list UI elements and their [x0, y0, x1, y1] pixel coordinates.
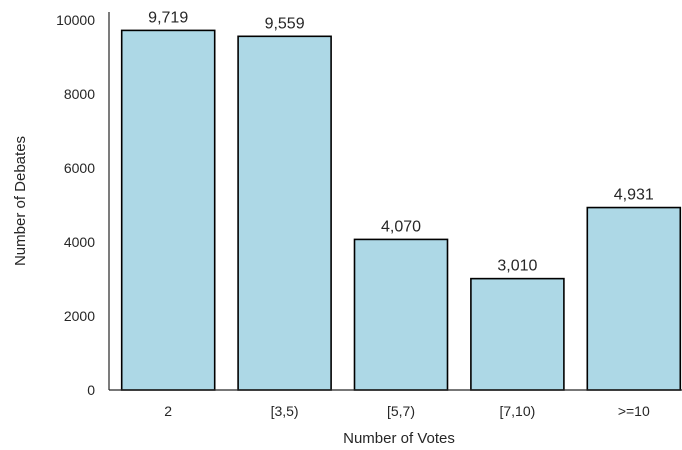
plot-area: [120, 29, 682, 391]
bar-0: [120, 29, 216, 391]
bar-value-label: 9,719: [148, 9, 188, 26]
y-tick-label: 4000: [64, 234, 95, 250]
x-tick-label: [3,5): [271, 403, 299, 419]
bar-1: [237, 35, 332, 391]
y-tick-labels: 0 2000 4000 6000 8000 10000: [56, 12, 95, 398]
y-tick-label: 6000: [64, 160, 95, 176]
y-tick-label: 0: [87, 382, 95, 398]
x-axis-label: Number of Votes: [343, 430, 455, 447]
bar-value-label: 9,559: [265, 15, 305, 32]
x-tick-label: [7,10): [499, 403, 535, 419]
x-tick-label: 2: [164, 403, 172, 419]
bar-value-label: 4,931: [614, 187, 654, 204]
x-tick-label: >=10: [618, 403, 650, 419]
bar-2: [353, 238, 449, 391]
bar-4: [586, 206, 682, 391]
y-tick-label: 8000: [64, 86, 95, 102]
y-axis-label: Number of Debates: [12, 136, 29, 266]
bar-value-labels: 9,719 9,559 4,070 3,010 4,931: [148, 9, 654, 274]
bar-3: [470, 277, 565, 391]
y-tick-label: 10000: [56, 12, 95, 28]
bar-value-label: 3,010: [497, 258, 537, 275]
y-tick-label: 2000: [64, 308, 95, 324]
x-tick-label: [5,7): [387, 403, 415, 419]
bar-value-label: 4,070: [381, 218, 421, 235]
x-tick-labels: 2 [3,5) [5,7) [7,10) >=10: [164, 403, 650, 419]
